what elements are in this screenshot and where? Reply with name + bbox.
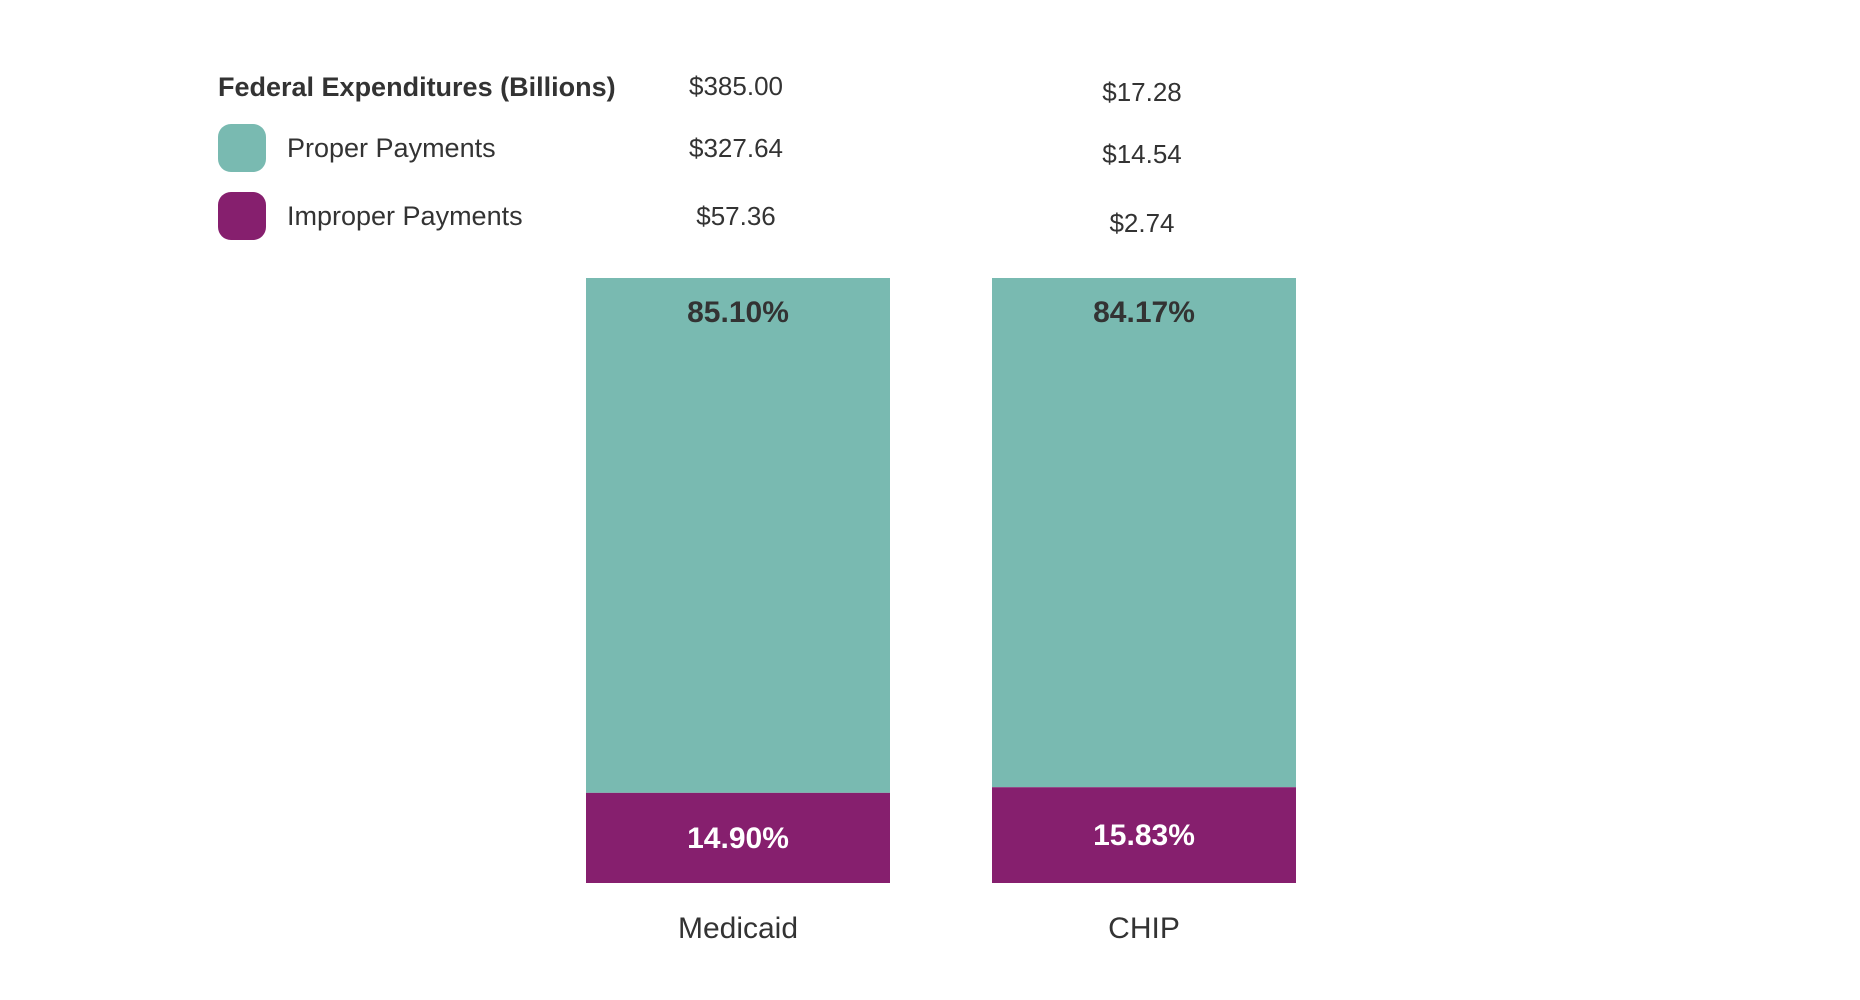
legend-swatch-proper — [218, 124, 266, 172]
medicaid-improper-bar — [586, 792, 890, 883]
chip-proper-bar — [992, 278, 1296, 788]
medicaid-proper-label: 85.10% — [687, 296, 789, 329]
chip-category-label: CHIP — [1108, 912, 1180, 945]
legend-label-improper: Improper Payments — [287, 201, 523, 231]
chip-improper-label: 15.83% — [1093, 819, 1195, 852]
chip-proper-label: 84.17% — [1093, 296, 1195, 329]
medicaid-category-label: Medicaid — [678, 912, 798, 945]
medicaid-total-value: $385.00 — [689, 71, 783, 101]
medicaid-proper-value: $327.64 — [689, 133, 783, 163]
medicaid-proper-bar — [586, 278, 890, 793]
chip-improper-bar — [992, 787, 1296, 883]
chip-total-value: $17.28 — [1102, 77, 1182, 107]
medicaid-improper-label: 14.90% — [687, 822, 789, 855]
legend-label-proper: Proper Payments — [287, 133, 496, 163]
legend-heading: Federal Expenditures (Billions) — [218, 72, 616, 102]
legend-swatch-improper — [218, 192, 266, 240]
chip-improper-value: $2.74 — [1109, 208, 1175, 238]
chip-proper-value: $14.54 — [1102, 139, 1182, 169]
medicaid-improper-value: $57.36 — [696, 201, 776, 231]
